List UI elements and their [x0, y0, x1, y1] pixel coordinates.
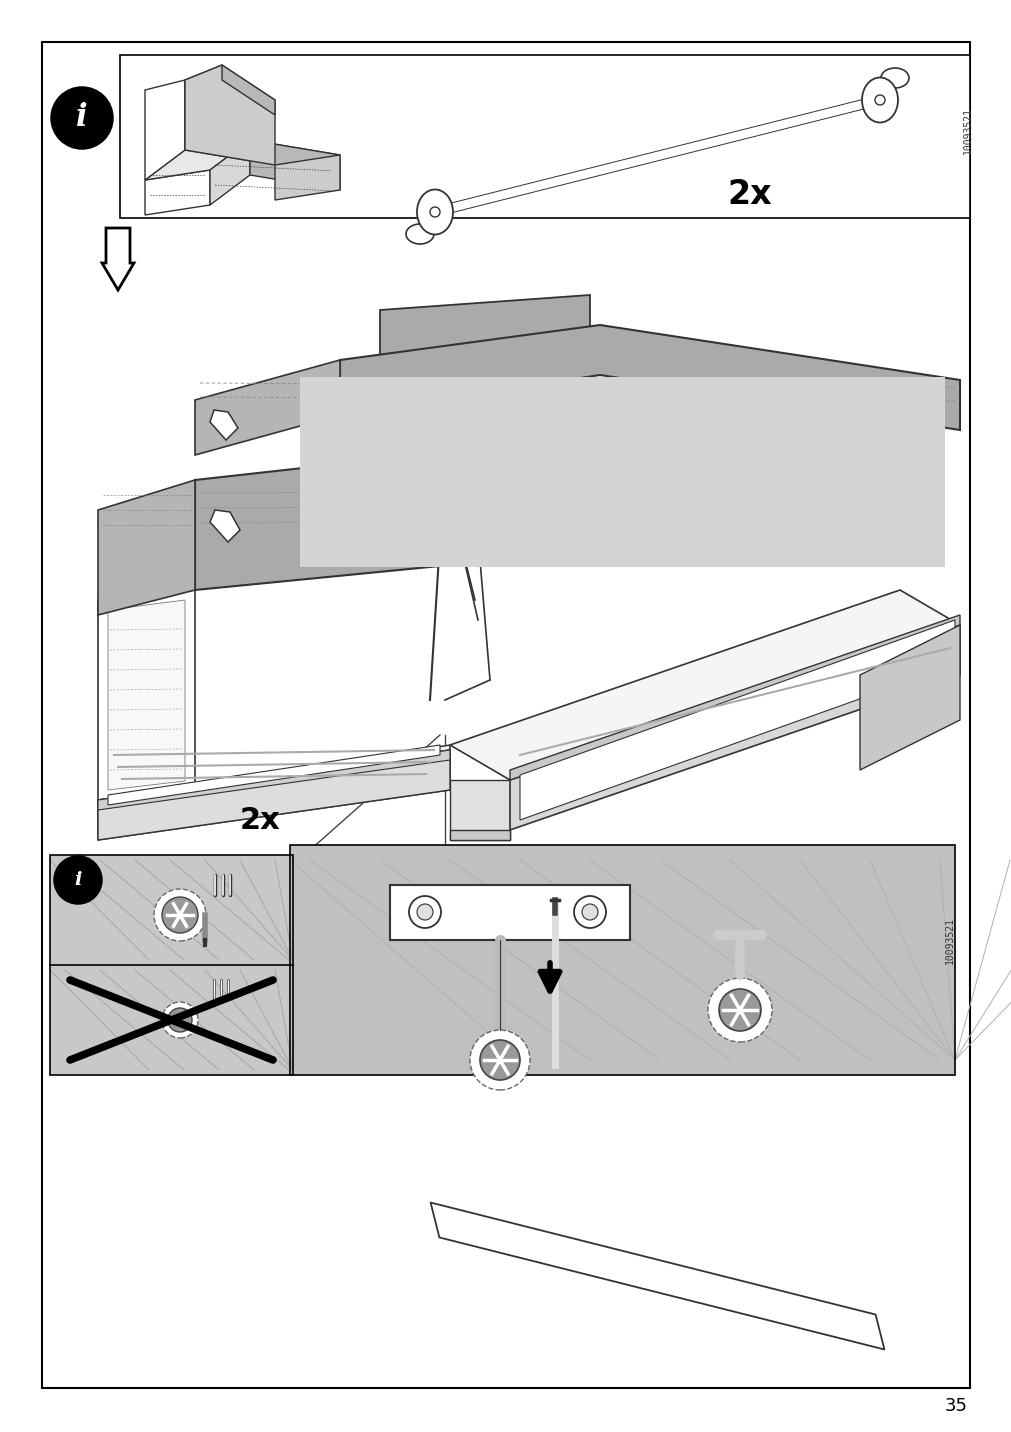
Polygon shape	[185, 140, 340, 165]
Polygon shape	[450, 780, 510, 841]
Polygon shape	[450, 590, 959, 780]
Polygon shape	[859, 624, 959, 770]
Polygon shape	[520, 620, 954, 821]
Circle shape	[417, 904, 433, 919]
Polygon shape	[340, 325, 959, 430]
Circle shape	[168, 1008, 192, 1032]
Bar	[50, 855, 293, 965]
Ellipse shape	[405, 223, 434, 243]
Polygon shape	[98, 750, 450, 841]
Circle shape	[708, 978, 771, 1042]
Bar	[50, 965, 293, 1075]
Polygon shape	[185, 64, 275, 165]
Polygon shape	[98, 750, 450, 841]
Text: 10093521: 10093521	[962, 106, 972, 153]
Circle shape	[875, 95, 885, 105]
Polygon shape	[108, 600, 185, 790]
Polygon shape	[250, 140, 340, 190]
Polygon shape	[98, 590, 195, 800]
Ellipse shape	[861, 77, 897, 123]
Text: i: i	[76, 103, 88, 133]
Ellipse shape	[417, 189, 453, 235]
Bar	[389, 885, 630, 939]
Circle shape	[154, 889, 206, 941]
Circle shape	[430, 208, 440, 218]
Polygon shape	[145, 170, 210, 215]
Polygon shape	[108, 745, 440, 805]
Circle shape	[162, 1002, 198, 1038]
Text: i: i	[74, 871, 82, 889]
Polygon shape	[221, 64, 275, 115]
Polygon shape	[102, 228, 133, 291]
Circle shape	[479, 1040, 520, 1080]
Polygon shape	[275, 155, 340, 200]
Polygon shape	[145, 140, 250, 180]
Polygon shape	[195, 359, 340, 455]
Circle shape	[408, 896, 441, 928]
Ellipse shape	[881, 67, 908, 87]
Polygon shape	[210, 410, 238, 440]
Polygon shape	[145, 80, 185, 180]
Text: 35: 35	[944, 1398, 968, 1415]
Polygon shape	[210, 510, 240, 541]
Polygon shape	[431, 1203, 884, 1349]
Circle shape	[718, 990, 760, 1031]
Circle shape	[55, 856, 101, 904]
Polygon shape	[510, 614, 959, 780]
Polygon shape	[195, 455, 450, 590]
Polygon shape	[98, 750, 450, 811]
Polygon shape	[379, 295, 589, 359]
Circle shape	[162, 896, 198, 934]
Bar	[290, 845, 954, 1075]
Circle shape	[573, 896, 606, 928]
Polygon shape	[450, 831, 510, 841]
Bar	[50, 855, 293, 1075]
Text: 10093521: 10093521	[944, 916, 954, 964]
Polygon shape	[510, 624, 959, 831]
Polygon shape	[435, 974, 463, 1007]
Circle shape	[52, 87, 112, 147]
Polygon shape	[98, 480, 195, 614]
Bar	[120, 54, 969, 218]
Bar	[290, 845, 954, 1075]
Circle shape	[581, 904, 598, 919]
Circle shape	[469, 1030, 530, 1090]
Polygon shape	[98, 745, 450, 835]
Text: 2x: 2x	[240, 806, 280, 835]
Text: 2x: 2x	[727, 179, 771, 212]
Polygon shape	[185, 64, 221, 150]
Polygon shape	[299, 377, 944, 567]
Polygon shape	[210, 140, 250, 205]
